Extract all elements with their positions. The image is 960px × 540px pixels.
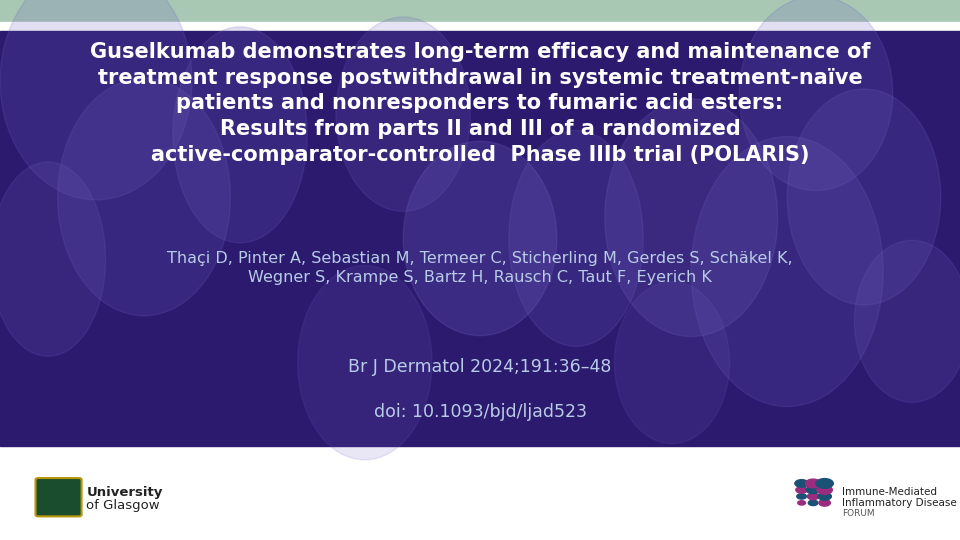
Bar xyxy=(0,31,960,445)
Text: Br J Dermatol 2024;191:36–48: Br J Dermatol 2024;191:36–48 xyxy=(348,358,612,376)
Circle shape xyxy=(816,478,833,488)
Ellipse shape xyxy=(336,17,470,211)
Ellipse shape xyxy=(0,0,192,200)
Text: Guselkumab demonstrates long-term efficacy and maintenance of
treatment response: Guselkumab demonstrates long-term effica… xyxy=(89,42,871,165)
Circle shape xyxy=(818,492,831,500)
Circle shape xyxy=(797,494,806,499)
Ellipse shape xyxy=(298,266,432,460)
Circle shape xyxy=(795,480,808,487)
Circle shape xyxy=(808,500,818,505)
Text: FORUM: FORUM xyxy=(842,509,875,518)
Text: Inflammatory Disease: Inflammatory Disease xyxy=(842,498,957,508)
Circle shape xyxy=(807,493,819,500)
Ellipse shape xyxy=(509,131,643,347)
Ellipse shape xyxy=(173,27,307,243)
Ellipse shape xyxy=(605,99,778,336)
Text: of Glasgow: of Glasgow xyxy=(86,499,160,512)
Ellipse shape xyxy=(58,78,230,316)
Circle shape xyxy=(806,486,820,494)
Ellipse shape xyxy=(0,162,106,356)
Circle shape xyxy=(798,501,805,505)
Ellipse shape xyxy=(614,282,730,444)
Circle shape xyxy=(819,500,830,506)
Text: doi: 10.1093/bjd/ljad523: doi: 10.1093/bjd/ljad523 xyxy=(373,403,587,421)
Circle shape xyxy=(796,487,807,493)
Bar xyxy=(0,0,960,22)
Bar xyxy=(0,22,960,31)
Ellipse shape xyxy=(854,240,960,402)
Circle shape xyxy=(805,479,821,488)
Ellipse shape xyxy=(403,141,557,335)
Text: Wegner S, Krampe S, Bartz H, Rausch C, Taut F, Eyerich K: Wegner S, Krampe S, Bartz H, Rausch C, T… xyxy=(248,270,712,285)
Ellipse shape xyxy=(739,0,893,191)
Text: Immune-Mediated: Immune-Mediated xyxy=(842,487,937,497)
Ellipse shape xyxy=(787,89,941,305)
Circle shape xyxy=(817,485,832,494)
Text: University: University xyxy=(86,485,163,498)
Text: Thaçi D, Pinter A, Sebastian M, Termeer C, Sticherling M, Gerdes S, Schäkel K,: Thaçi D, Pinter A, Sebastian M, Termeer … xyxy=(167,251,793,266)
FancyBboxPatch shape xyxy=(36,478,82,516)
Ellipse shape xyxy=(691,137,883,407)
